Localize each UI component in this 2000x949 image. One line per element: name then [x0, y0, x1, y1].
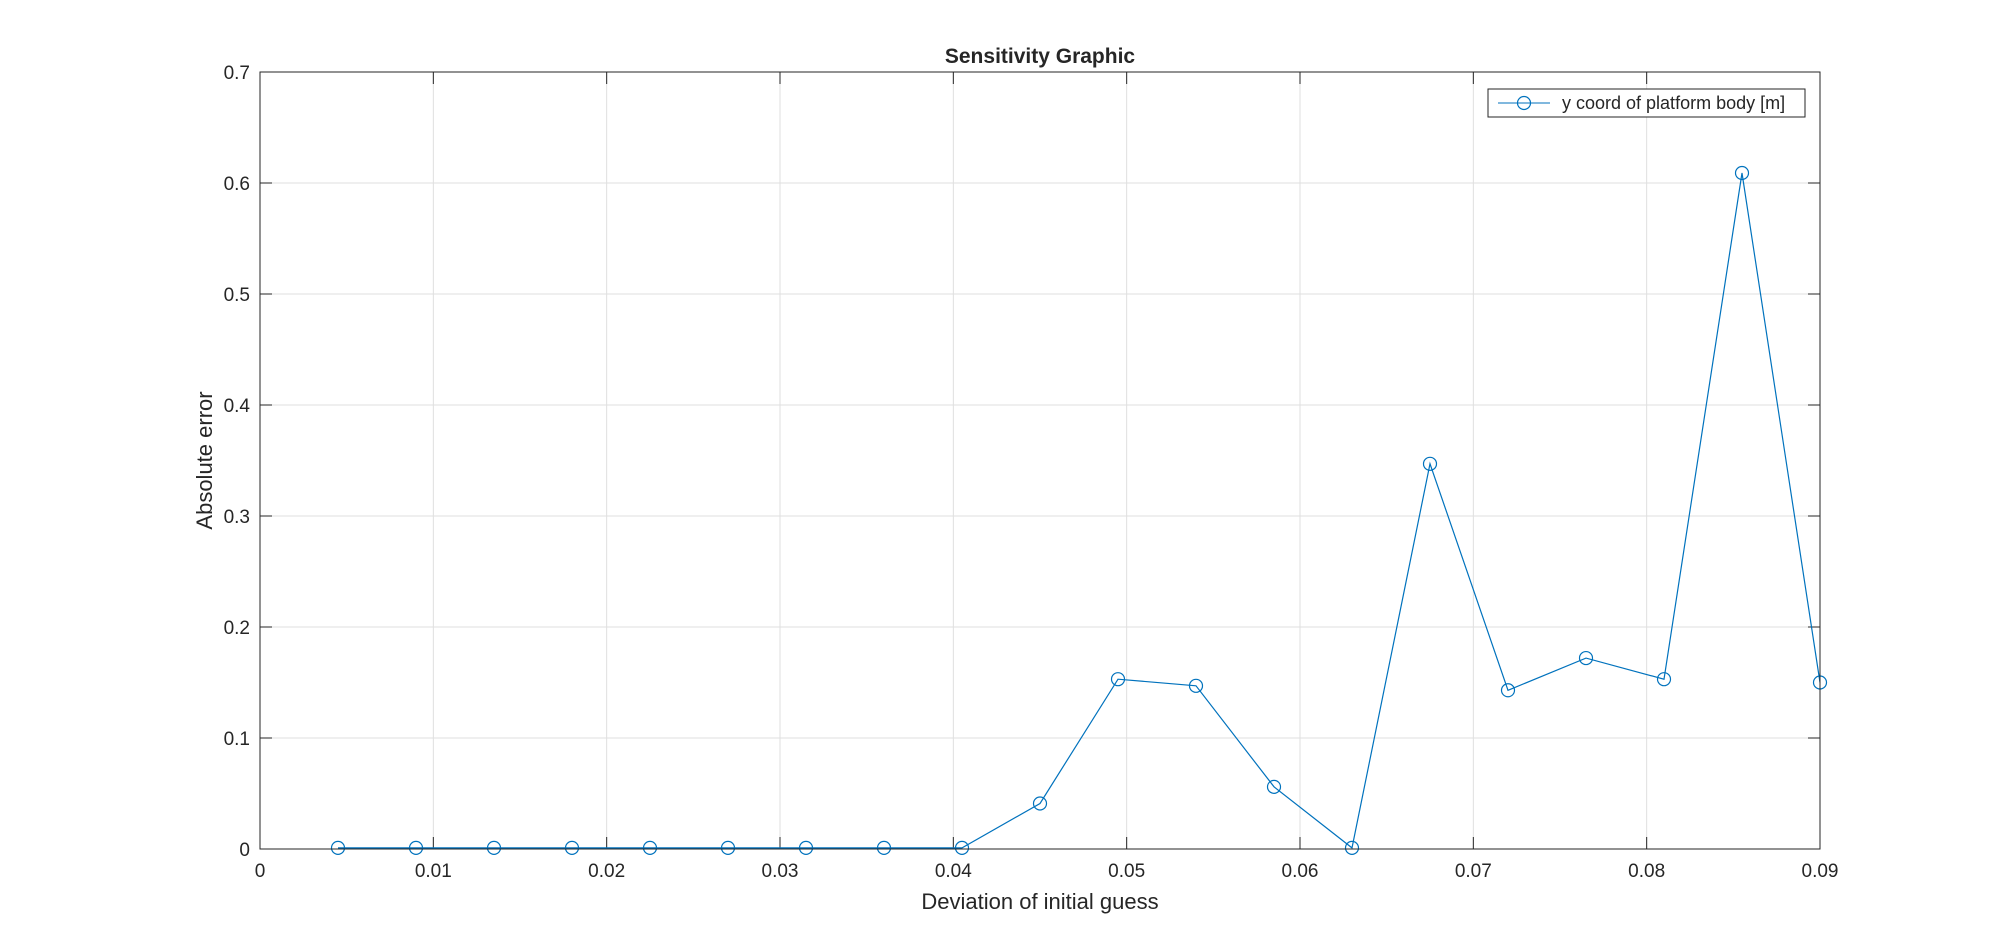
data-point [408, 840, 424, 855]
data-point [486, 840, 502, 855]
x-tick-label: 0.01 [415, 861, 452, 882]
data-point [876, 840, 892, 855]
data-point [1344, 840, 1360, 855]
axes-box [259, 71, 1821, 850]
x-tick-label: 0.02 [588, 861, 625, 882]
legend-marker-icon [1516, 95, 1532, 111]
y-tick-label: 0.4 [224, 396, 251, 417]
y-tick-labels: 0 0.1 0.2 0.3 0.4 0.5 0.6 0.7 [224, 63, 251, 861]
x-tick-label: 0.05 [1108, 861, 1145, 882]
x-axis-label: Deviation of initial guess [921, 889, 1158, 914]
y-tick-label: 0.3 [224, 507, 250, 528]
x-tick-label: 0.08 [1628, 861, 1665, 882]
y-tick-label: 0 [239, 840, 250, 861]
x-tick-labels: 0 0.01 0.02 0.03 0.04 0.05 0.06 0.07 0.08 0.09 [255, 861, 1839, 882]
data-point [1734, 165, 1750, 181]
data-point [798, 840, 814, 855]
y-tick-label: 0.5 [224, 285, 250, 306]
x-tick-label: 0 [255, 861, 266, 882]
data-point [1656, 672, 1672, 687]
series-line [338, 172, 1821, 849]
data-point [1578, 650, 1594, 666]
legend-entry-label: y coord of platform body [m] [1562, 93, 1785, 113]
data-point [564, 840, 580, 855]
data-point [954, 840, 970, 855]
data-point [720, 840, 736, 855]
x-tick-label: 0.06 [1282, 861, 1319, 882]
data-point [642, 840, 658, 855]
x-tick-label: 0.03 [762, 861, 799, 882]
x-tick-label: 0.04 [935, 861, 972, 882]
data-point [1032, 796, 1048, 811]
y-axis-label: Absolute error [192, 391, 217, 529]
y-tick-label: 0.7 [224, 63, 250, 84]
data-point [1188, 678, 1204, 693]
plot-area [260, 72, 1820, 849]
data-point [1500, 683, 1516, 698]
x-tick-label: 0.07 [1455, 861, 1492, 882]
chart-title: Sensitivity Graphic [945, 45, 1136, 68]
legend: y coord of platform body [m] [1487, 88, 1806, 118]
data-point [330, 840, 346, 855]
y-tick-label: 0.1 [224, 729, 250, 750]
y-tick-label: 0.6 [224, 174, 250, 195]
data-point [1266, 779, 1282, 794]
data-point [1110, 672, 1126, 687]
data-point [1422, 456, 1438, 471]
y-tick-label: 0.2 [224, 618, 250, 639]
x-tick-label: 0.09 [1802, 861, 1839, 882]
